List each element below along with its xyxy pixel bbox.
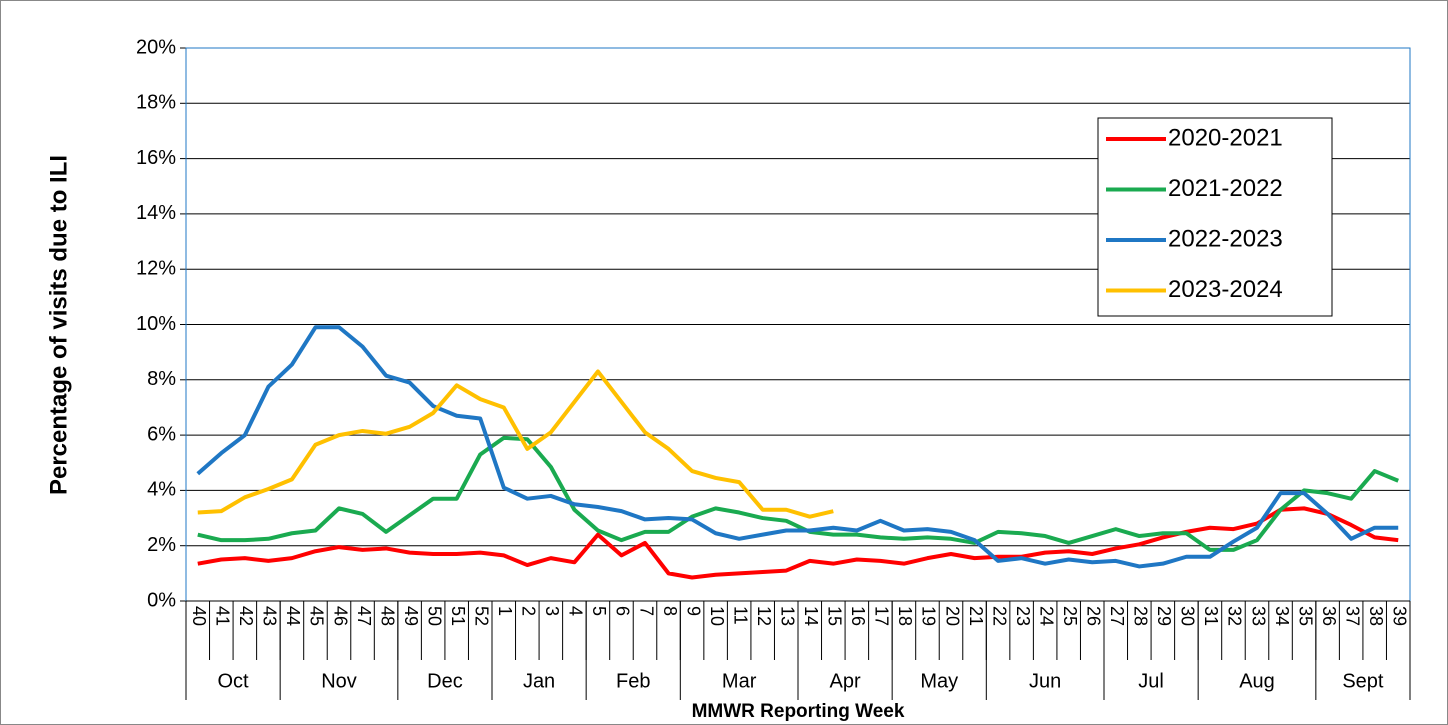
- x-tick-label: 30: [1178, 606, 1198, 626]
- x-tick-label: 18: [895, 606, 915, 626]
- x-tick-label: 7: [636, 606, 656, 616]
- x-tick-label: 22: [989, 606, 1009, 626]
- x-tick-label: 52: [471, 606, 491, 626]
- x-tick-label: 26: [1083, 606, 1103, 626]
- x-tick-label: 13: [777, 606, 797, 626]
- x-tick-label: 28: [1131, 606, 1151, 626]
- x-tick-label: 9: [683, 606, 703, 616]
- month-label: Dec: [427, 670, 463, 692]
- series-line: [197, 369, 834, 519]
- x-tick-label: 2: [519, 606, 539, 616]
- x-tick-label: 17: [872, 606, 892, 626]
- x-tick-label: 33: [1248, 606, 1268, 626]
- x-tick-label: 21: [966, 606, 986, 626]
- series-line: [197, 506, 1399, 580]
- x-tick-label: 14: [801, 606, 821, 626]
- x-tick-label: 10: [707, 606, 727, 626]
- x-tick-label: 20: [942, 606, 962, 626]
- legend-label: 2021-2022: [1168, 175, 1283, 202]
- x-tick-label: 23: [1013, 606, 1033, 626]
- x-tick-label: 4: [566, 606, 586, 616]
- y-tick-label: 10%: [136, 313, 176, 335]
- x-tick-label: 36: [1319, 606, 1339, 626]
- month-label: Jun: [1029, 670, 1061, 692]
- x-tick-label: 51: [448, 606, 468, 626]
- series-line: [197, 435, 1399, 552]
- x-tick-label: 42: [236, 606, 256, 626]
- x-tick-label: 27: [1107, 606, 1127, 626]
- x-tick-label: 3: [542, 606, 562, 616]
- y-tick-label: 18%: [136, 92, 176, 114]
- x-tick-label: 44: [283, 606, 303, 626]
- month-label: Mar: [722, 670, 757, 692]
- x-tick-label: 19: [919, 606, 939, 626]
- y-tick-label: 2%: [147, 534, 176, 556]
- month-label: Jan: [523, 670, 555, 692]
- x-tick-label: 49: [401, 606, 421, 626]
- legend-label: 2020-2021: [1168, 124, 1283, 151]
- y-tick-label: 4%: [147, 479, 176, 501]
- month-label: Oct: [218, 670, 250, 692]
- month-label: May: [920, 670, 958, 692]
- x-tick-label: 46: [330, 606, 350, 626]
- x-tick-label: 8: [660, 606, 680, 616]
- x-tick-label: 16: [848, 606, 868, 626]
- month-label: Aug: [1239, 670, 1275, 692]
- month-label: Apr: [830, 670, 861, 692]
- month-label: Nov: [321, 670, 357, 692]
- y-tick-label: 8%: [147, 368, 176, 390]
- x-tick-label: 43: [260, 606, 280, 626]
- x-tick-label: 15: [825, 606, 845, 626]
- x-tick-label: 35: [1295, 606, 1315, 626]
- month-label: Jul: [1138, 670, 1164, 692]
- x-tick-label: 25: [1060, 606, 1080, 626]
- x-tick-label: 6: [613, 606, 633, 616]
- x-tick-label: 11: [730, 606, 750, 625]
- x-tick-label: 37: [1342, 606, 1362, 626]
- x-tick-label: 34: [1272, 606, 1292, 626]
- x-tick-label: 5: [589, 606, 609, 616]
- x-tick-label: 45: [307, 606, 327, 626]
- x-tick-label: 47: [354, 606, 374, 626]
- x-tick-label: 1: [495, 606, 515, 616]
- x-tick-label: 41: [213, 606, 233, 626]
- y-tick-label: 16%: [136, 147, 176, 169]
- month-label: Feb: [616, 670, 650, 692]
- x-tick-label: 38: [1366, 606, 1386, 626]
- y-tick-label: 20%: [136, 36, 176, 58]
- x-tick-label: 31: [1201, 606, 1221, 626]
- x-tick-label: 48: [377, 606, 397, 626]
- x-tick-label: 12: [754, 606, 774, 626]
- y-axis-title: Percentage of visits due to ILI: [45, 155, 72, 495]
- x-tick-label: 50: [424, 606, 444, 626]
- x-tick-label: 29: [1154, 606, 1174, 626]
- y-tick-label: 6%: [147, 423, 176, 445]
- legend-box: [1097, 117, 1333, 317]
- x-axis-title: MMWR Reporting Week: [692, 701, 905, 722]
- series-line: [196, 325, 1399, 569]
- x-tick-label: 32: [1225, 606, 1245, 626]
- y-tick-label: 14%: [136, 202, 176, 224]
- x-tick-label: 40: [189, 606, 209, 626]
- legend-label: 2023-2024: [1168, 276, 1283, 303]
- month-label: Sept: [1342, 670, 1384, 692]
- y-tick-label: 12%: [136, 257, 176, 279]
- x-tick-label: 39: [1389, 606, 1409, 626]
- y-tick-label: 0%: [147, 589, 176, 611]
- legend-label: 2022-2023: [1168, 225, 1283, 252]
- x-tick-label: 24: [1036, 606, 1056, 626]
